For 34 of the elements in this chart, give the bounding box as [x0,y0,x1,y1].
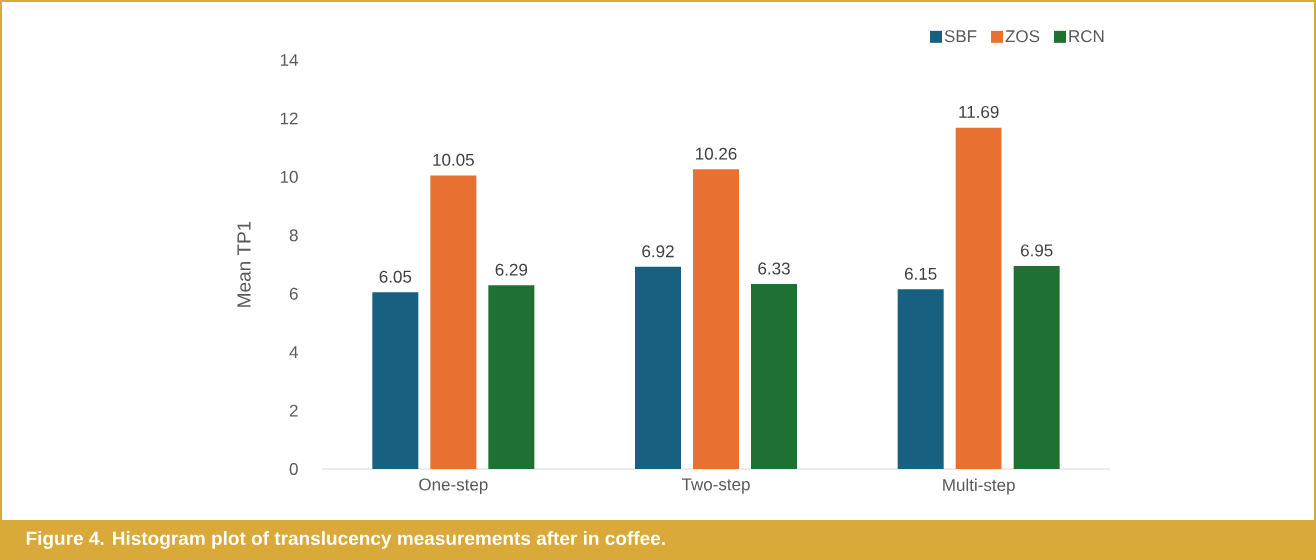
y-tick-label: 10 [280,170,298,183]
y-tick-label: 12 [280,112,298,125]
data-label: 6.33 [758,262,790,275]
bar [488,285,535,469]
caption: Figure 4. Histogram plot of translucency measurements after in coffee. [26,531,665,549]
x-tick-label: Two-step [681,478,750,494]
data-label: 10.05 [433,153,474,166]
y-tick-label: 14 [280,54,298,66]
bar [751,284,798,469]
x-tick-label: Multi-step [943,478,1015,495]
bar [693,169,740,469]
legend-label: SBF [944,30,977,43]
y-axis-title: Mean TP1 [237,221,251,307]
data-label: 6.95 [1021,244,1053,257]
data-label: 11.69 [959,105,999,118]
y-tick-label: 0 [289,462,298,476]
bar [635,266,682,469]
bar [372,292,419,469]
bar [897,289,944,469]
bar [430,175,477,469]
y-tick-label: 8 [289,229,298,242]
bar [955,127,1002,469]
data-label: 6.92 [642,245,674,258]
legend-label: ZOS [1005,30,1040,43]
bar [1013,265,1060,469]
y-tick-label: 2 [289,404,298,417]
data-label: 6.05 [379,270,412,283]
y-tick-label: 4 [289,346,298,358]
x-tick-label: One-step [419,478,488,494]
y-tick-label: 6 [289,287,298,300]
data-label: 10.26 [696,147,737,160]
data-label: 6.29 [495,263,528,276]
data-label: 6.15 [905,267,937,280]
legend-label: RCN [1069,30,1104,43]
